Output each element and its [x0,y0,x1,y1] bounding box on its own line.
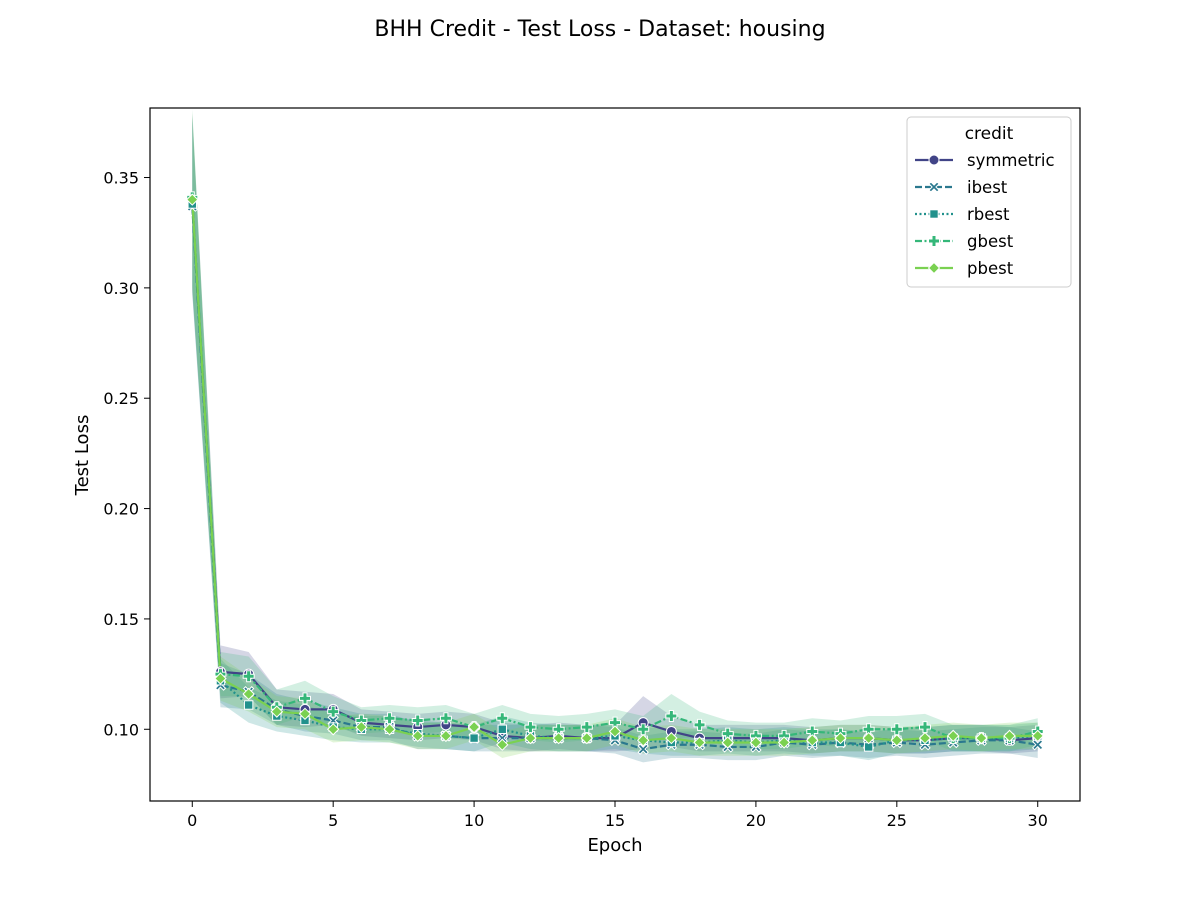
x-tick-label: 25 [887,811,907,830]
legend-title: credit [965,124,1014,144]
point-pbest [1003,729,1016,743]
confidence-bands [192,109,1038,763]
point-pbest [890,734,904,747]
x-axis: 0 5 10 15 20 25 30 [187,801,1048,830]
point-pbest [608,725,622,738]
legend-marker-gbest [928,235,940,247]
point-pbest [721,736,734,749]
y-axis-label: Test Loss [72,415,93,497]
point-pbest [496,738,509,751]
point-pbest [355,720,368,734]
point-ibest [637,743,649,755]
legend-marker-rbest [929,209,939,219]
point-gbest [637,723,650,736]
legend-marker-ibest [928,181,940,193]
legend-label-pbest: pbest [967,259,1014,278]
point-gbest [299,692,311,705]
point-pbest [439,729,453,743]
y-tick-label: 0.30 [103,279,139,298]
point-pbest [918,731,932,745]
y-tick-label: 0.20 [103,500,139,519]
point-pbest [946,729,960,743]
x-tick-label: 0 [187,811,197,830]
point-rbest [469,733,479,743]
point-pbest [806,734,819,747]
x-tick-label: 10 [464,811,484,830]
band-ibest [192,117,1038,763]
y-tick-label: 0.15 [103,610,139,629]
y-tick-label: 0.35 [103,169,139,188]
x-axis-label: Epoch [587,835,642,856]
x-tick-label: 20 [746,811,766,830]
point-pbest [326,723,340,736]
point-pbest [975,731,988,745]
series-markers [186,191,1044,755]
point-rbest [243,700,254,710]
point-gbest [580,721,593,734]
point-pbest [636,734,650,747]
point-pbest [186,193,199,206]
point-pbest [214,672,227,685]
chart-title: BHH Credit - Test Loss - Dataset: housin… [374,17,825,42]
point-pbest [467,720,481,734]
point-pbest [524,731,537,745]
point-pbest [862,731,875,745]
legend-items: symmetric ibest rbest gbest pbest [915,151,1055,278]
point-pbest [665,731,678,745]
legend: credit symmetric ibest rbest gbest pbest [906,116,1072,288]
point-pbest [693,736,706,749]
point-pbest [580,731,594,745]
point-gbest [411,714,424,727]
point-ibest [1032,739,1044,751]
point-gbest [439,712,452,725]
band-symmetric [192,113,1038,754]
line-ibest [191,206,1038,751]
point-pbest [411,729,424,743]
point-gbest [919,721,931,734]
x-tick-label: 15 [605,811,625,830]
legend-label-gbest: gbest [967,232,1014,251]
point-gbest [383,712,396,725]
legend-label-rbest: rbest [967,205,1010,224]
x-tick-label: 5 [328,811,338,830]
legend-marker-pbest [927,261,941,275]
legend-marker-symmetric [928,154,940,166]
point-pbest [383,723,396,736]
point-pbest [552,731,565,745]
point-pbest [242,687,255,701]
x-tick-label: 30 [1028,811,1048,830]
point-pbest [834,731,847,745]
point-pbest [298,707,312,721]
point-pbest [777,736,791,749]
point-rbest [497,724,507,734]
legend-label-symmetric: symmetric [967,151,1055,170]
legend-label-ibest: ibest [967,178,1008,197]
point-pbest [749,736,763,749]
point-gbest [327,705,340,718]
point-pbest [270,705,284,718]
point-pbest [1031,729,1044,743]
y-tick-label: 0.10 [103,720,139,739]
point-gbest [665,710,678,723]
point-gbest [693,718,706,731]
point-gbest [890,723,903,736]
point-gbest [524,721,537,734]
point-gbest [242,670,255,683]
point-gbest [496,712,509,725]
y-axis: 0.10 0.15 0.20 0.25 0.30 0.35 [103,169,150,739]
y-tick-label: 0.25 [103,389,139,408]
